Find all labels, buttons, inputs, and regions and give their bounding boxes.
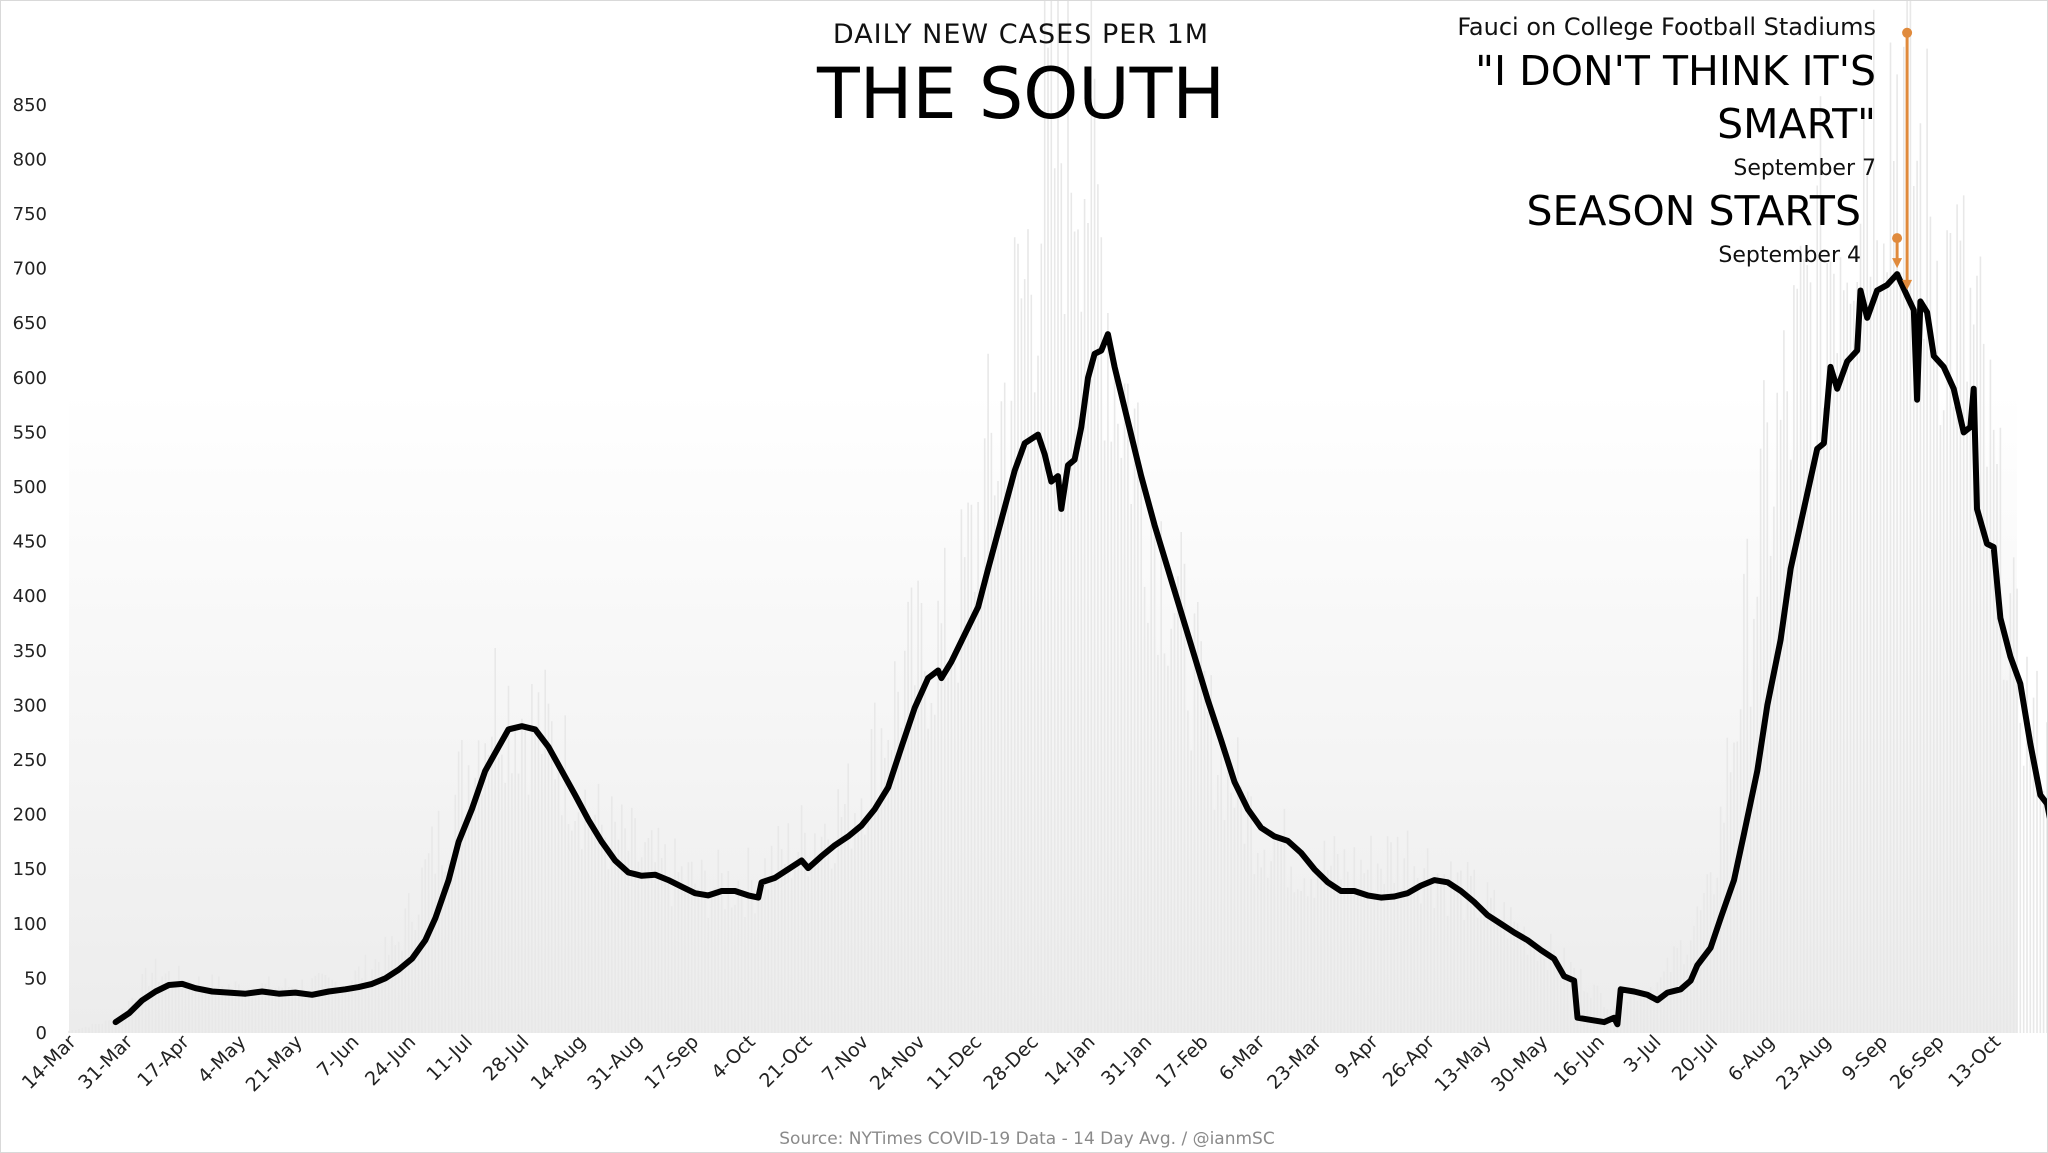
y-tick-label: 450 [13,532,47,553]
x-tick-label: 14-Aug [527,1031,590,1094]
x-tick-label: 9-Sep [1838,1031,1892,1085]
y-tick-label: 400 [13,586,47,607]
x-tick-label: 14-Jan [1041,1031,1100,1090]
x-tick-label: 9-Apr [1331,1031,1383,1083]
x-tick-label: 20-Jul [1668,1031,1722,1085]
chart-source: Source: NYTimes COVID-19 Data - 14 Day A… [779,1129,1274,1149]
x-tick-label: 11-Dec [923,1031,987,1095]
x-tick-label: 3-Jul [1620,1031,1666,1077]
x-tick-label: 30-May [1487,1031,1552,1096]
x-tick-label: 23-Aug [1772,1031,1835,1094]
x-tick-label: 13-May [1430,1031,1495,1096]
annotation-fauci-quote: Fauci on College Football Stadiums "I DO… [1457,13,1913,290]
y-tick-label: 300 [13,695,47,716]
x-tick-label: 11-Jul [422,1031,476,1085]
x-tick-label: 24-Jun [361,1031,420,1090]
annotations: SEASON STARTS September 4 Fauci on Colle… [1457,13,1913,290]
annotation-season-starts-title: SEASON STARTS [1527,187,1862,235]
annotation-fauci-heading: Fauci on College Football Stadiums [1457,13,1876,41]
y-tick-label: 500 [13,477,47,498]
x-tick-label: 6-Aug [1724,1031,1779,1086]
y-tick-label: 350 [13,641,47,662]
x-tick-label: 14-Mar [18,1031,81,1094]
plot-background [69,391,2017,1033]
y-tick-label: 750 [13,204,47,225]
y-tick-label: 0 [36,1023,47,1044]
annotation-season-starts: SEASON STARTS September 4 [1527,187,1903,269]
annotation-season-starts-marker [1892,233,1903,244]
x-tick-label: 23-Mar [1263,1031,1326,1094]
y-tick-label: 600 [13,368,47,389]
y-tick-label: 150 [13,859,47,880]
annotation-fauci-arrowhead [1902,279,1913,290]
x-tick-label: 16-Jun [1550,1031,1609,1090]
y-tick-label: 700 [13,259,47,280]
x-tick-label: 7-Nov [818,1031,873,1086]
x-tick-label: 17-Feb [1151,1031,1212,1092]
y-tick-label: 650 [13,313,47,334]
average-line [112,271,2047,1028]
x-tick-label: 13-Oct [1944,1031,2005,1092]
chart-title: THE SOUTH [816,53,1225,135]
chart-subtitle: DAILY NEW CASES PER 1M [833,19,1209,50]
y-tick-label: 550 [13,422,47,443]
x-tick-label: 31-Aug [583,1031,646,1094]
x-tick-label: 6-Mar [1215,1031,1269,1085]
annotation-fauci-date: September 7 [1733,156,1876,181]
x-tick-label: 31-Mar [74,1031,137,1094]
x-tick-label: 28-Jul [479,1031,533,1085]
annotation-fauci-marker [1902,27,1913,38]
y-tick-label: 50 [24,968,47,989]
annotation-season-starts-arrowhead [1892,258,1903,269]
y-tick-label: 100 [13,914,47,935]
x-tick-label: 17-Apr [133,1031,194,1092]
x-tick-label: 21-May [242,1031,307,1096]
x-tick-label: 31-Jan [1097,1031,1156,1090]
annotation-season-starts-date: September 4 [1718,243,1861,268]
x-tick-label: 4-Oct [707,1031,760,1084]
x-tick-label: 7-Jun [313,1031,364,1082]
x-tick-label: 17-Sep [640,1031,703,1094]
x-tick-label: 26-Sep [1886,1031,1949,1094]
annotation-fauci-quote-line1: "I DON'T THINK IT'S [1475,47,1876,95]
annotation-fauci-quote-line2: SMART" [1717,100,1876,148]
daily-bars [68,1,2047,1033]
y-tick-label: 200 [13,805,47,826]
y-tick-label: 850 [13,95,47,116]
x-tick-label: 26-Apr [1379,1031,1440,1092]
y-axis: 0 50 100 150 200 250 300 350 400 450 500 550 600 650 7… [13,95,47,1044]
y-tick-label: 250 [13,750,47,771]
x-tick-label: 24-Nov [866,1031,930,1095]
y-tick-label: 800 [13,149,47,170]
x-tick-label: 21-Oct [755,1031,816,1092]
x-tick-label: 28-Dec [979,1031,1043,1095]
